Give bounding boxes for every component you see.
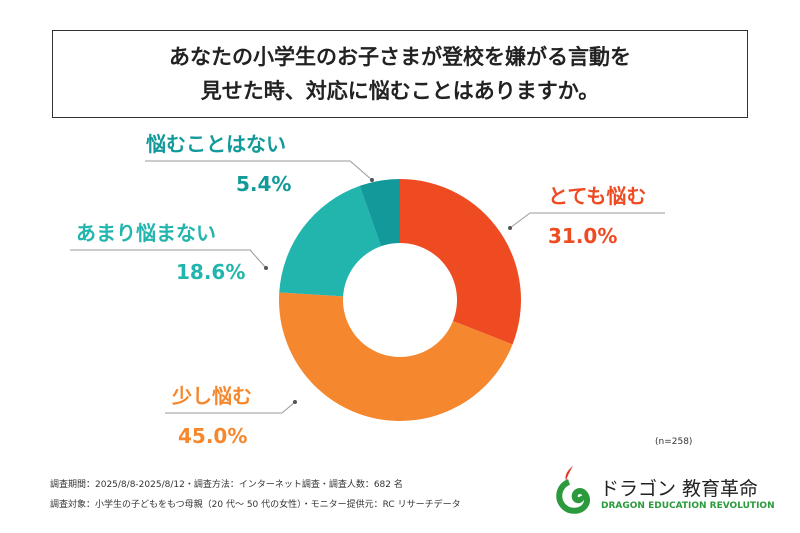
label-category-3: 悩むことはない bbox=[146, 132, 286, 156]
leader-dot-0 bbox=[508, 226, 512, 230]
label-category-2: あまり悩まない bbox=[76, 221, 216, 245]
leader-lines bbox=[70, 160, 665, 414]
leader-dot-3 bbox=[370, 178, 374, 182]
label-category-0: とても悩む bbox=[548, 184, 647, 208]
donut-slice-0 bbox=[400, 178, 521, 345]
donut-slice-3 bbox=[359, 179, 400, 247]
leader-dot-2 bbox=[264, 266, 268, 270]
leader-dot-1 bbox=[293, 400, 297, 404]
title-line-1: あなたの小学生のお子さまが登校を嫌がる言動を bbox=[169, 45, 631, 69]
label-value-3: 5.4% bbox=[236, 172, 292, 196]
leader-line-3 bbox=[145, 160, 373, 181]
footer-line-1: 調査期間：2025/8/8-2025/8/12・調査方法：インターネット調査・調… bbox=[50, 480, 403, 490]
chart-title: あなたの小学生のお子さまが登校を嫌がる言動を 見せた時、対応に悩むことはあります… bbox=[52, 30, 748, 118]
sample-size: (n=258) bbox=[655, 437, 693, 447]
logo-text-jp: ドラゴン 教育革命 bbox=[600, 478, 759, 500]
title-line-2: 見せた時、対応に悩むことはありますか。 bbox=[200, 79, 600, 103]
leader-line-2 bbox=[70, 249, 267, 269]
donut-slice-2 bbox=[279, 185, 382, 297]
dragon-logo-icon bbox=[556, 466, 590, 514]
donut-slice-1 bbox=[278, 292, 513, 421]
label-value-0: 31.0% bbox=[548, 224, 618, 248]
label-category-1: 少し悩む bbox=[172, 384, 252, 408]
logo-text-en: DRAGON EDUCATION REVOLUTION bbox=[601, 501, 775, 511]
label-value-2: 18.6% bbox=[176, 260, 246, 284]
label-value-1: 45.0% bbox=[178, 424, 248, 448]
footer-line-2: 調査対象：小学生の子どもをもつ母親（20 代〜 50 代の女性）・モニター提供元… bbox=[50, 500, 461, 510]
leader-line-0 bbox=[509, 212, 665, 229]
leader-line-1 bbox=[165, 401, 296, 414]
